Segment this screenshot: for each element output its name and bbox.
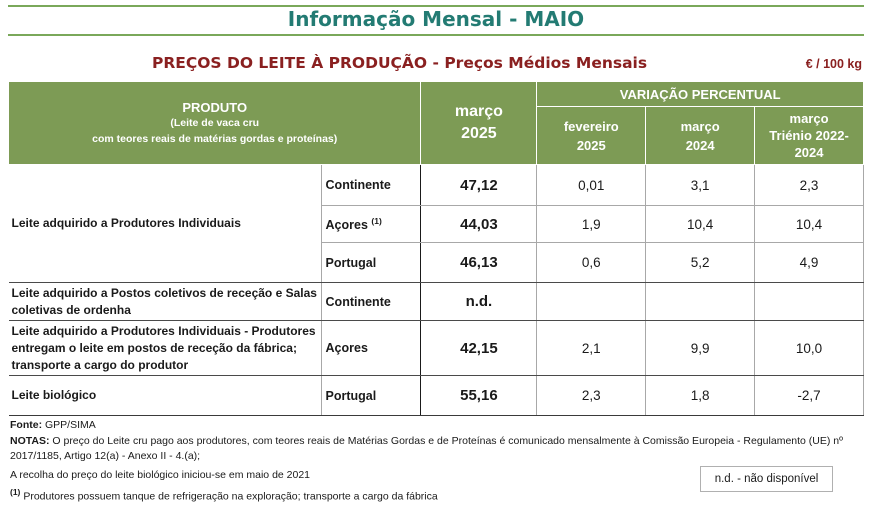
region-text: Açores xyxy=(325,218,368,233)
pct-cell xyxy=(645,282,756,321)
table-subtitle: PREÇOS DO LEITE À PRODUÇÃO - Preços Médi… xyxy=(152,54,648,72)
var-col-triennium: março Triénio 2022- 2024 xyxy=(754,106,864,165)
source-line: Fonte: GPP/SIMA xyxy=(10,418,96,433)
row-label-factory-posts: Leite adquirido a Produtores Individuais… xyxy=(8,320,322,376)
region-cell: Açores xyxy=(321,320,422,376)
pct-cell xyxy=(754,282,864,321)
pct-cell: 5,2 xyxy=(645,242,756,283)
pct-cell: 4,9 xyxy=(754,242,864,283)
pct-cell: 1,9 xyxy=(536,205,647,243)
pct-cell: 2,3 xyxy=(536,375,647,416)
footnote-mark: (1) xyxy=(10,487,21,497)
source-text: GPP/SIMA xyxy=(45,419,96,431)
row-label-collective: Leite adquirido a Postos coletivos de re… xyxy=(8,282,322,321)
var-col-2-line1: março xyxy=(680,118,720,134)
var-col-feb-2025: fevereiro 2025 xyxy=(536,106,647,165)
region-cell: Portugal xyxy=(321,242,422,283)
unit-label: € / 100 kg xyxy=(805,57,862,71)
price-cell: 42,15 xyxy=(420,320,538,376)
var-col-3-line3: 2024 xyxy=(794,145,824,160)
region-cell: Portugal xyxy=(321,375,422,416)
notes-text: O preço do Leite cru pago aos produtores… xyxy=(10,435,843,462)
pct-cell: 10,4 xyxy=(754,205,864,243)
pct-cell: 3,1 xyxy=(645,164,756,206)
price-table: PRODUTO (Leite de vaca cru com teores re… xyxy=(7,81,864,416)
var-col-3-line1: março xyxy=(789,111,829,126)
notes-label: NOTAS: xyxy=(10,435,50,447)
price-cell: 44,03 xyxy=(420,205,538,243)
pct-cell: 10,4 xyxy=(645,205,756,243)
row-label-individual: Leite adquirido a Produtores Individuais xyxy=(8,164,322,283)
product-header-sub1: (Leite de vaca cru xyxy=(170,116,260,129)
product-header-sub2: com teores reais de matérias gordas e pr… xyxy=(92,132,338,145)
price-cell: n.d. xyxy=(420,282,538,321)
pct-cell: 1,8 xyxy=(645,375,756,416)
var-col-1-line2: 2025 xyxy=(576,137,606,153)
title-top-rule xyxy=(8,5,864,7)
pct-cell: 2,1 xyxy=(536,320,647,376)
footnote-text: Produtores possuem tanque de refrigeraçã… xyxy=(23,490,438,503)
notes-block: NOTAS: O preço do Leite cru pago aos pro… xyxy=(10,434,860,464)
pct-cell: -2,7 xyxy=(754,375,864,416)
table-row: Leite adquirido a Produtores Individuais… xyxy=(8,320,864,376)
product-header: PRODUTO (Leite de vaca cru com teores re… xyxy=(7,81,422,165)
table-row: Leite adquirido a Postos coletivos de re… xyxy=(8,282,864,321)
variation-header: VARIAÇÃO PERCENTUAL xyxy=(536,81,864,107)
table-row: Leite biológico Portugal 55,16 2,3 1,8 -… xyxy=(8,375,864,416)
table-row: Portugal 46,13 0,6 5,2 4,9 xyxy=(9,242,864,283)
pct-cell: 9,9 xyxy=(645,320,756,376)
region-cell: Continente xyxy=(321,282,422,321)
note-footnote: (1) Produtores possuem tanque de refrige… xyxy=(10,485,438,505)
region-cell: Continente xyxy=(321,164,422,206)
product-header-title: PRODUTO xyxy=(182,99,248,115)
footnote-mark: (1) xyxy=(371,215,382,226)
region-cell: Açores (1) xyxy=(321,205,422,243)
month-header: março 2025 xyxy=(420,81,538,165)
table-row: Leite adquirido a Produtores Individuais… xyxy=(8,164,864,283)
price-cell: 47,12 xyxy=(420,164,538,206)
pct-cell xyxy=(536,282,647,321)
title-bottom-rule xyxy=(8,34,864,36)
var-col-2-line2: 2024 xyxy=(685,137,715,153)
price-cell: 46,13 xyxy=(420,242,538,283)
month-header-line2: 2025 xyxy=(461,125,497,142)
var-col-mar-2024: março 2024 xyxy=(645,106,756,165)
nd-legend-box: n.d. - não disponível xyxy=(700,466,833,492)
table-row: Açores (1) 44,03 1,9 10,4 10,4 xyxy=(9,205,864,243)
month-header-line1: março xyxy=(454,103,503,120)
row-label-organic: Leite biológico xyxy=(8,375,322,416)
pct-cell: 2,3 xyxy=(754,164,864,206)
pct-cell: 0,01 xyxy=(536,164,647,206)
source-label: Fonte: xyxy=(10,419,43,431)
price-cell: 55,16 xyxy=(420,375,538,416)
pct-cell: 0,6 xyxy=(536,242,647,283)
pct-cell: 10,0 xyxy=(754,320,864,376)
page-title: Informação Mensal - MAIO xyxy=(287,7,585,31)
var-col-3-line2: Triénio 2022- xyxy=(769,128,849,143)
note-organic: A recolha do preço do leite biológico in… xyxy=(10,469,311,481)
var-col-1-line1: fevereiro xyxy=(563,118,619,134)
